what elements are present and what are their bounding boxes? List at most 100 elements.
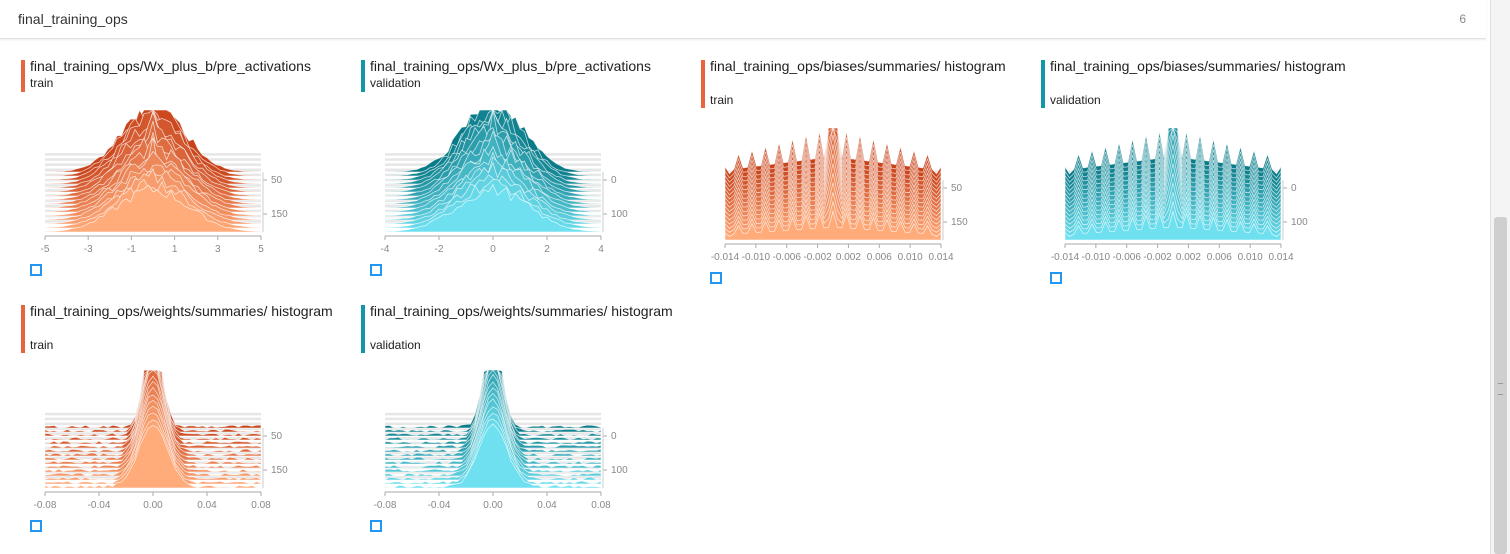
histogram-ridge xyxy=(1064,209,1282,241)
x-tick-label: 0.010 xyxy=(1238,252,1263,263)
histogram-ridge xyxy=(44,184,262,233)
histogram-card: final_training_ops/weights/summaries/ hi… xyxy=(21,303,351,543)
expand-icon-corner xyxy=(376,526,382,532)
x-tick-label: 0 xyxy=(490,244,496,255)
tag-name: final_training_ops/weights/summaries/ hi… xyxy=(30,303,333,319)
tag-name: final_training_ops/Wx_plus_b/pre_activat… xyxy=(370,58,651,74)
histogram-card: final_training_ops/biases/summaries/ his… xyxy=(701,58,1031,298)
x-tick-label: 0.00 xyxy=(143,500,163,511)
x-tick-label: -0.08 xyxy=(34,500,57,511)
histogram-card: final_training_ops/weights/summaries/ hi… xyxy=(361,303,691,543)
expand-icon-corner xyxy=(30,520,36,526)
x-tick-label: 0.002 xyxy=(836,252,861,263)
y-tick-label: 50 xyxy=(271,431,283,442)
expand-icon-corner xyxy=(36,270,42,276)
expand-icon-corner xyxy=(716,272,722,278)
expand-icon[interactable] xyxy=(30,264,42,276)
x-tick-label: -4 xyxy=(381,244,390,255)
run-name: train xyxy=(30,76,54,90)
y-tick-label: 150 xyxy=(951,217,968,228)
x-tick-label: -0.04 xyxy=(428,500,451,511)
x-tick-label: 0.04 xyxy=(537,500,557,511)
x-tick-label: -0.002 xyxy=(803,252,832,263)
expand-icon-corner xyxy=(370,520,376,526)
x-tick-label: -5 xyxy=(41,244,50,255)
scrollbar-thumb[interactable] xyxy=(1494,217,1507,554)
expand-icon-corner xyxy=(370,526,376,532)
x-tick-label: 0.002 xyxy=(1176,252,1201,263)
x-tick-label: -1 xyxy=(127,244,136,255)
x-tick-label: 2 xyxy=(544,244,550,255)
x-tick-label: -0.002 xyxy=(1143,252,1172,263)
histogram-ridge xyxy=(724,209,942,241)
x-tick-label: -0.04 xyxy=(88,500,111,511)
histogram-card: final_training_ops/Wx_plus_b/pre_activat… xyxy=(21,58,351,298)
x-tick-label: -0.006 xyxy=(1113,252,1142,263)
expand-icon-corner xyxy=(376,270,382,276)
expand-icon-corner xyxy=(36,520,42,526)
expand-icon[interactable] xyxy=(710,272,722,284)
x-tick-label: 4 xyxy=(598,244,604,255)
x-tick-label: 0.08 xyxy=(251,500,271,511)
x-tick-label: -0.08 xyxy=(374,500,397,511)
expand-icon-corner xyxy=(1050,278,1056,284)
expand-icon-corner xyxy=(710,278,716,284)
x-tick-label: -0.010 xyxy=(742,252,771,263)
histogram-ridge xyxy=(384,183,602,233)
run-name: validation xyxy=(370,338,421,352)
expand-icon-corner xyxy=(30,526,36,532)
run-name: train xyxy=(710,93,734,107)
expand-icon-corner xyxy=(376,264,382,270)
tag-name: final_training_ops/biases/summaries/ his… xyxy=(710,58,1006,74)
x-tick-label: 0.010 xyxy=(898,252,923,263)
expand-icon-corner xyxy=(1056,272,1062,278)
x-tick-label: -3 xyxy=(84,244,93,255)
run-color-bar xyxy=(361,305,365,353)
expand-icon-corner xyxy=(716,278,722,284)
expand-icon-corner xyxy=(30,264,36,270)
run-name: validation xyxy=(370,76,421,90)
section-header[interactable]: final_training_ops 6 xyxy=(0,0,1486,39)
expand-icon-corner xyxy=(36,526,42,532)
tag-name: final_training_ops/weights/summaries/ hi… xyxy=(370,303,673,319)
x-tick-label: -0.014 xyxy=(711,252,740,263)
expand-icon-corner xyxy=(30,270,36,276)
expand-icon-corner xyxy=(1056,278,1062,284)
expand-icon[interactable] xyxy=(370,264,382,276)
x-tick-label: 3 xyxy=(215,244,221,255)
x-tick-label: -0.006 xyxy=(773,252,802,263)
expand-icon-corner xyxy=(370,270,376,276)
x-tick-label: 0.014 xyxy=(928,252,953,263)
x-tick-label: 1 xyxy=(172,244,178,255)
y-tick-label: 0 xyxy=(1291,183,1297,194)
y-tick-label: 100 xyxy=(611,465,628,476)
tag-name: final_training_ops/biases/summaries/ his… xyxy=(1050,58,1346,74)
expand-icon[interactable] xyxy=(30,520,42,532)
scrollbar[interactable] xyxy=(1490,0,1510,554)
histogram-chart: 0 100 -0.014 -0.010 -0.006 -0.002 0.002 0.006 0.… xyxy=(1051,126,1308,263)
run-color-bar xyxy=(1041,60,1045,108)
expand-icon-corner xyxy=(1050,272,1056,278)
y-tick-label: 50 xyxy=(951,183,963,194)
x-tick-label: 0.04 xyxy=(197,500,217,511)
expand-icon-corner xyxy=(370,264,376,270)
section-title: final_training_ops xyxy=(18,11,128,27)
y-tick-label: 100 xyxy=(611,209,628,220)
y-tick-label: 150 xyxy=(271,209,288,220)
expand-icon[interactable] xyxy=(1050,272,1062,284)
run-name: validation xyxy=(1050,93,1101,107)
expand-icon-corner xyxy=(710,272,716,278)
tag-name: final_training_ops/Wx_plus_b/pre_activat… xyxy=(30,58,311,74)
expand-icon-corner xyxy=(376,520,382,526)
expand-icon[interactable] xyxy=(370,520,382,532)
y-tick-label: 100 xyxy=(1291,217,1308,228)
x-tick-label: 0.014 xyxy=(1268,252,1293,263)
histogram-ridge xyxy=(44,424,262,489)
x-tick-label: 0.08 xyxy=(591,500,611,511)
histogram-chart: 50 150 -5 -3 -1 1 3 5 xyxy=(41,108,288,255)
y-tick-label: 0 xyxy=(611,175,617,186)
histogram-chart: 50 150 -0.08 -0.04 0.00 0.04 0.08 xyxy=(34,369,288,511)
histogram-chart: 50 150 -0.014 -0.010 -0.006 -0.002 0.002 0.006 0… xyxy=(711,126,968,263)
x-tick-label: -0.014 xyxy=(1051,252,1080,263)
scrollbar-grip xyxy=(1498,383,1503,395)
